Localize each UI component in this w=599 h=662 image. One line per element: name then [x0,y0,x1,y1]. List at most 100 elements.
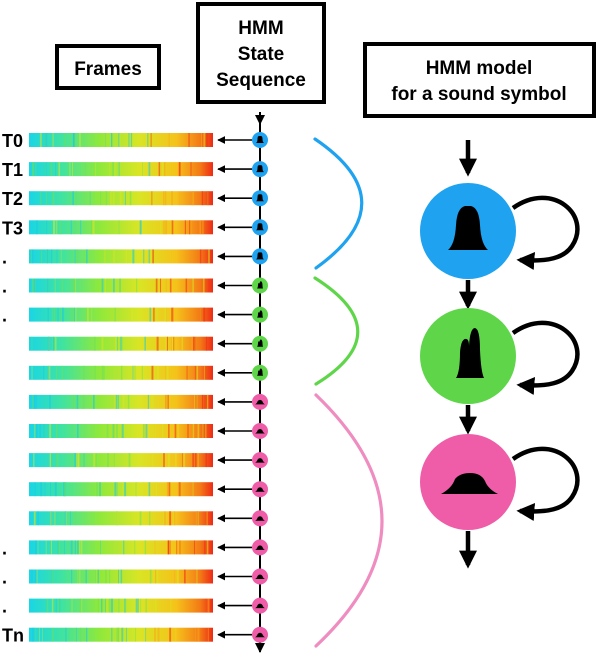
spectrogram-streak [71,307,73,322]
spectrogram-streak [102,365,105,380]
spectrogram-streak [117,336,118,351]
spectrogram-streak [207,627,209,642]
spectrogram-streak [87,307,89,322]
spectrogram-streak [95,162,96,177]
spectrogram-streak [96,482,98,497]
spectrogram-streak [159,220,162,235]
spectrogram-streak [197,511,199,526]
spectrogram-streak [112,191,115,206]
spectrogram-streak [74,453,77,468]
frame-row: . [2,568,268,588]
spectrogram-streak [105,598,107,613]
spectrogram-streak [50,162,52,177]
spectrogram-streak [69,162,71,177]
spectrogram-streak [94,365,96,380]
spectrogram-streak [105,598,108,613]
spectrogram-streak [39,424,41,438]
spectrogram-streak [121,627,124,642]
spectrogram-streak [54,482,57,497]
spectrogram-streak [169,627,172,642]
spectrogram-streak [75,307,77,322]
spectrogram-streak [192,453,194,468]
spectrogram-streak [65,627,67,642]
spectrogram-streak [57,453,59,468]
spectrogram-streak [119,133,121,147]
spectrogram-streak [118,220,120,235]
group-arc-state-3 [314,393,384,648]
spectrogram-streak [168,424,170,438]
spectrogram-streak [121,424,124,438]
bell-icon [256,252,264,260]
spectrogram-streak [34,569,37,584]
spectrogram-streak [197,627,200,642]
spectrogram-streak [192,482,194,497]
frame-row [29,364,268,381]
spectrogram-streak [118,569,119,584]
spectrogram-streak [77,569,79,584]
frame-row: T0 [2,131,268,151]
spectrogram-streak [51,598,54,613]
spectrogram-streak [167,540,170,555]
spectrogram-streak [56,249,58,264]
spectrogram-streak [58,540,61,555]
spectrogram-streak [139,511,142,526]
spectrogram-streak [130,307,132,322]
frame-row: . [2,538,268,558]
spectrogram-streak [33,453,35,468]
bell-icon [448,206,488,250]
spectrogram-streak [153,569,155,584]
flat-hump-icon [441,473,498,494]
spectrogram-streak [195,627,197,642]
spectrogram-streak [147,394,150,409]
spectrogram-streak [74,220,76,235]
spectrogram-streak [51,249,53,264]
spectrogram-streak [39,133,42,147]
spectrogram-streak [206,511,208,526]
spectrogram-streak [164,336,167,351]
spectrogram-streak [76,394,79,409]
spectrogram-streak [72,162,73,177]
spectrogram-streak [64,540,65,555]
spectrogram-streak [90,220,93,235]
spectrogram-frame [29,511,213,526]
spectrogram-streak [144,540,147,555]
spectrogram-streak [178,191,180,206]
spectrogram-streak [95,453,97,468]
spectrogram-streak [155,482,158,497]
spectrogram-streak [112,162,114,177]
spectrogram-streak [194,540,195,555]
spectrogram-streak [41,249,43,264]
spectrogram-streak [158,162,161,177]
spectrogram-streak [112,424,115,438]
spectrogram-streak [203,540,206,555]
frame-row [29,393,268,410]
spectrogram-streak [145,424,148,438]
spectrogram-streak [139,220,141,235]
spectrogram-streak [167,482,169,497]
spectrogram-streak [206,133,208,147]
spectrogram-streak [46,249,48,264]
spectrogram-frame [29,394,213,409]
spectrogram-streak [52,307,54,322]
spectrogram-streak [115,394,118,409]
spectrogram-streak [113,278,115,293]
spectrogram-streak [76,627,77,642]
spectrogram-streak [131,307,133,322]
spectrogram-streak [206,336,208,351]
spectrogram-streak [111,598,113,613]
spectrogram-frame [29,162,213,177]
spectrogram-streak [36,569,38,584]
spectrogram-streak [99,482,101,497]
spectrogram-streak [77,453,80,468]
spectrogram-streak [173,336,175,351]
spectrogram-streak [135,627,136,642]
frames-title-box: Frames [55,44,161,90]
spectrogram-streak [121,336,123,351]
spectrogram-streak [47,278,49,293]
spectrogram-streak [142,162,143,177]
spectrogram-streak [196,365,199,380]
spectrogram-streak [75,511,77,526]
spectrogram-streak [152,249,154,264]
spectrogram-streak [46,598,49,613]
